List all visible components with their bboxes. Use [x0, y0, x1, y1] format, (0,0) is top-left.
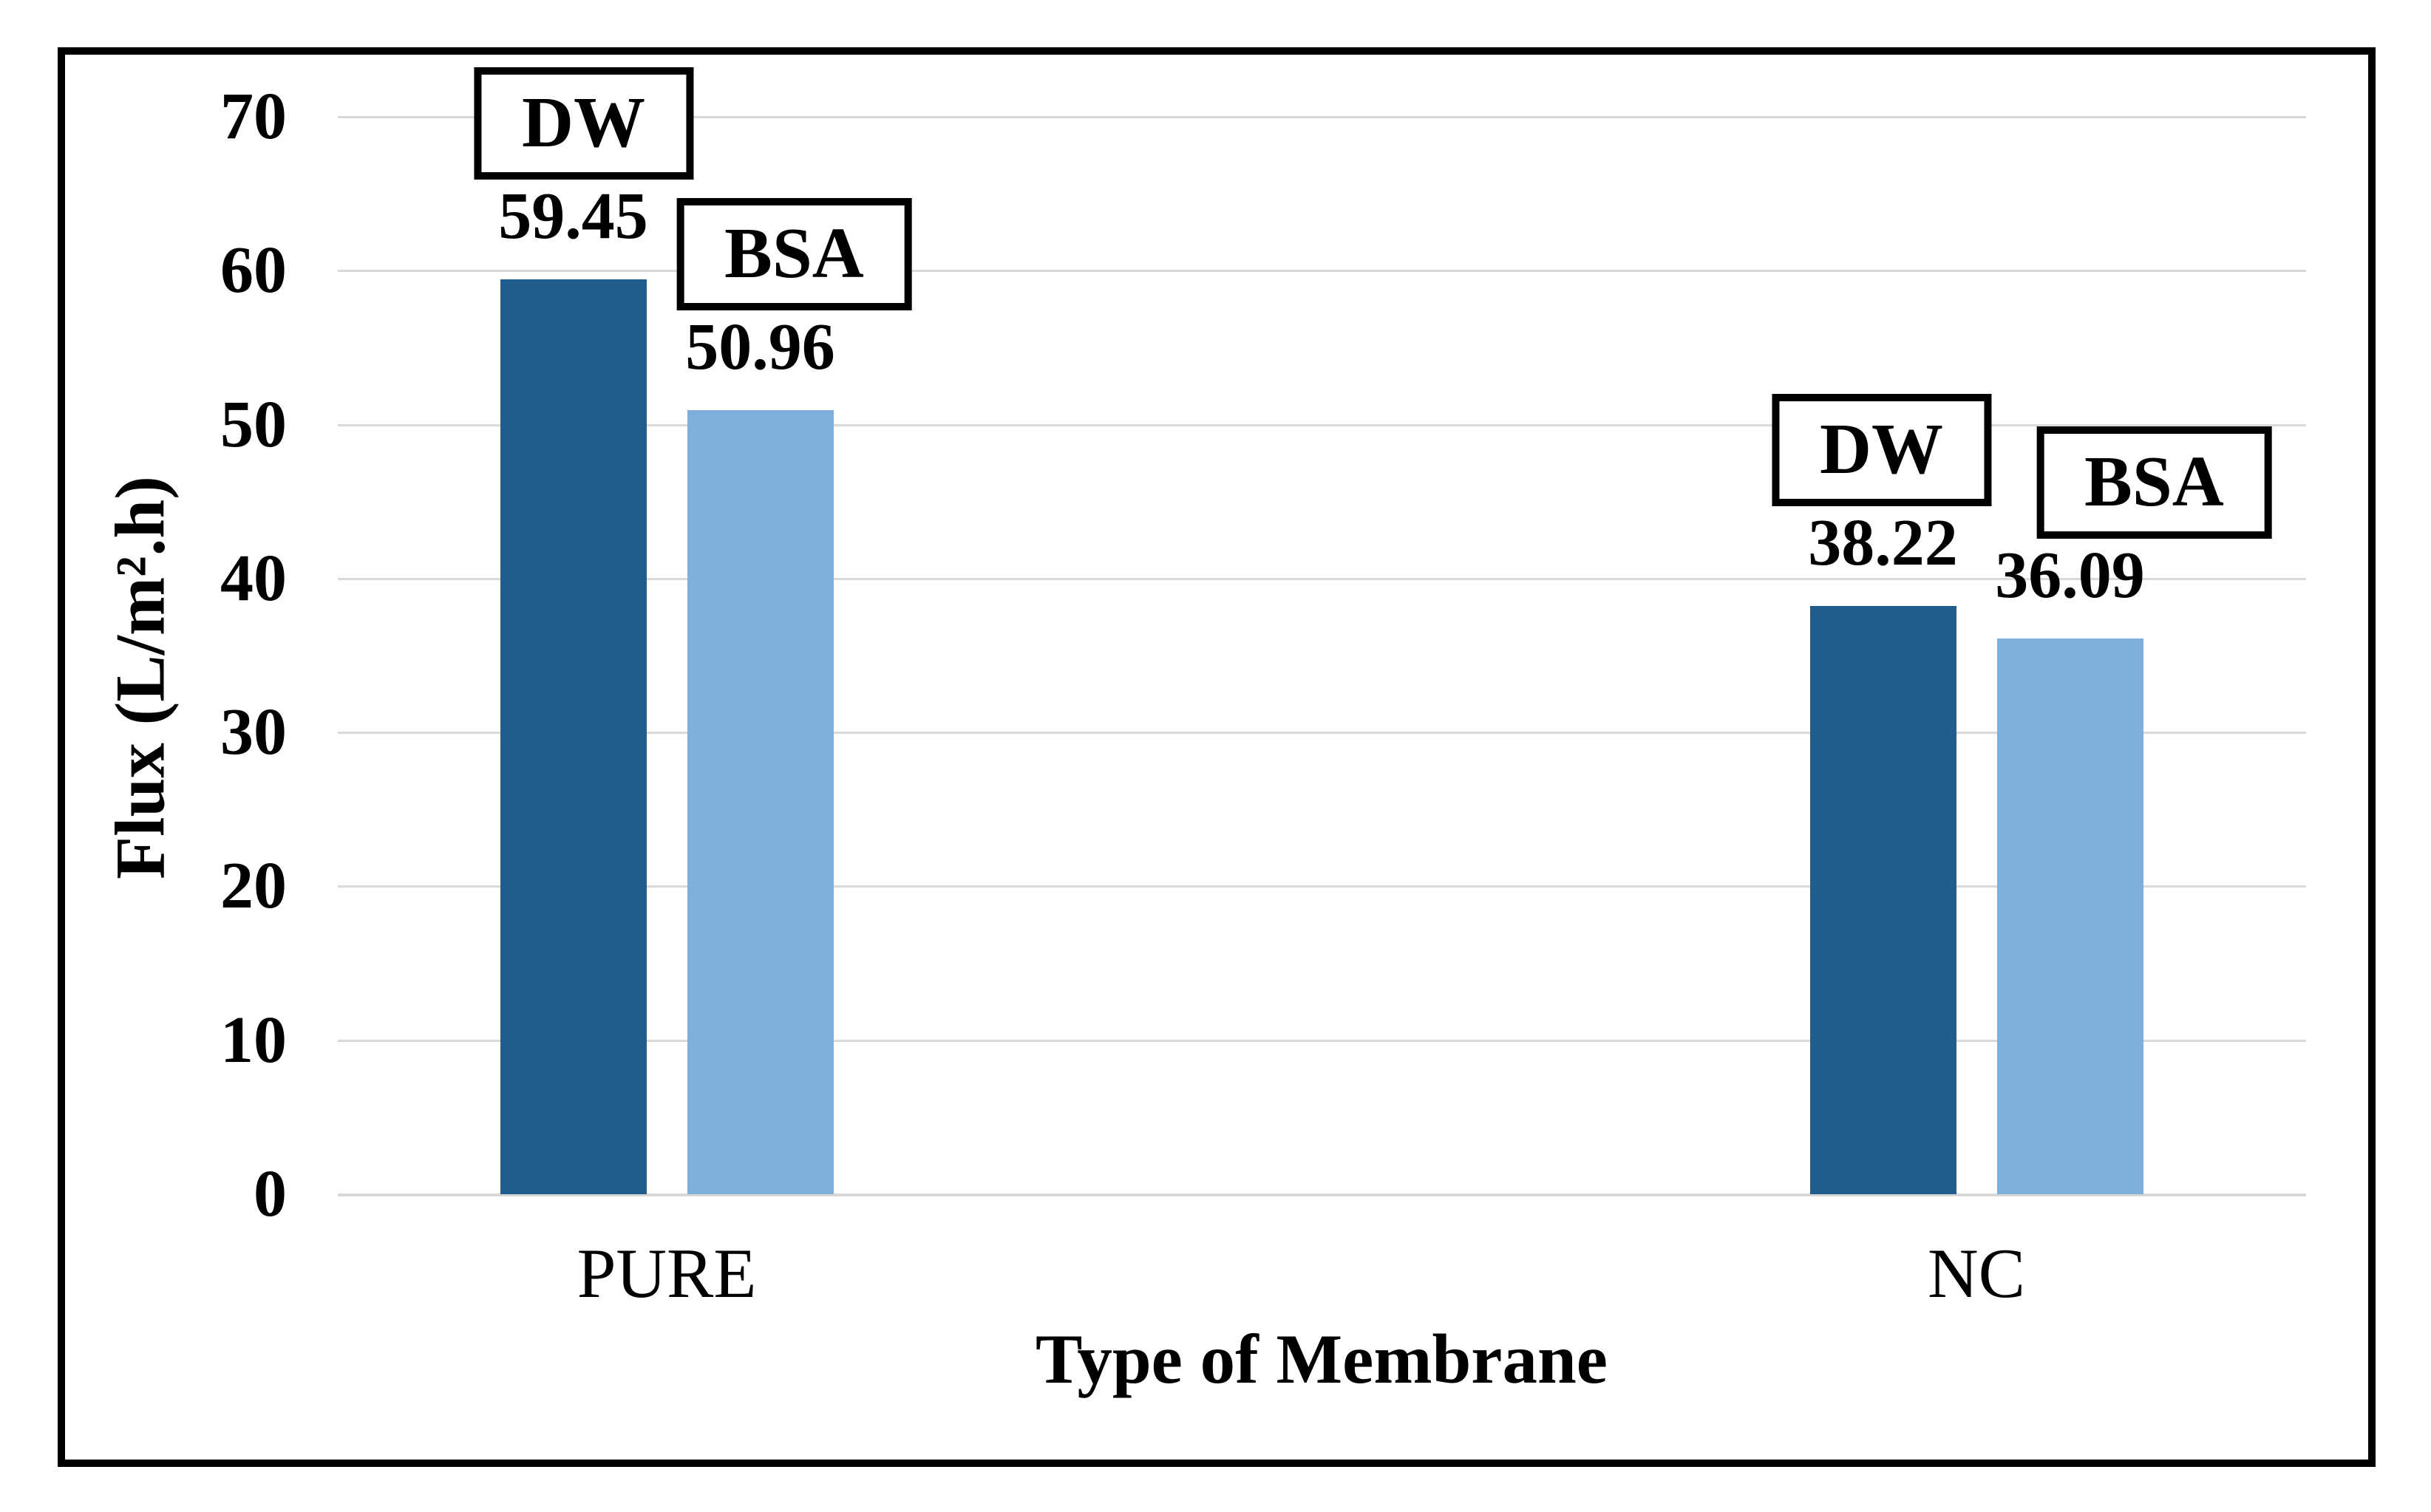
- gridline: [338, 885, 2306, 888]
- bar-value-label: 59.45: [498, 179, 648, 253]
- bar-value-label: 50.96: [685, 310, 835, 384]
- y-axis-title: Flux (L/m².h): [101, 476, 180, 879]
- y-tick-label: 10: [220, 1003, 287, 1077]
- series-label-box-dw: DW: [1771, 393, 1992, 506]
- bar-nc-bsa: [1996, 638, 2143, 1194]
- bar-value-label: 38.22: [1808, 505, 1958, 579]
- y-tick-label: 30: [220, 695, 287, 769]
- series-label-box-bsa: BSA: [2036, 426, 2272, 539]
- y-tick-label: 60: [220, 234, 287, 307]
- y-tick-label: 50: [220, 387, 287, 461]
- gridline: [338, 1039, 2306, 1042]
- x-category-label: PURE: [577, 1234, 757, 1312]
- y-tick-label: 0: [254, 1157, 287, 1230]
- bar-value-label: 36.09: [1995, 539, 2145, 613]
- bar-pure-dw: [500, 279, 647, 1194]
- bar-nc-dw: [1809, 605, 1956, 1194]
- series-label-box-dw: DW: [473, 67, 694, 180]
- series-label-box-bsa: BSA: [676, 197, 912, 310]
- x-axis-title: Type of Membrane: [1036, 1320, 1608, 1398]
- x-category-label: NC: [1928, 1234, 2025, 1312]
- y-tick-label: 70: [220, 80, 287, 153]
- gridline: [338, 270, 2306, 273]
- y-tick-label: 20: [220, 849, 287, 923]
- chart-border: [58, 47, 2376, 1467]
- gridline: [338, 732, 2306, 735]
- gridline: [338, 423, 2306, 426]
- gridline: [338, 116, 2306, 118]
- gridline: [338, 577, 2306, 580]
- y-tick-label: 40: [220, 541, 287, 615]
- x-axis-line: [338, 1193, 2306, 1196]
- bar-pure-bsa: [687, 409, 834, 1194]
